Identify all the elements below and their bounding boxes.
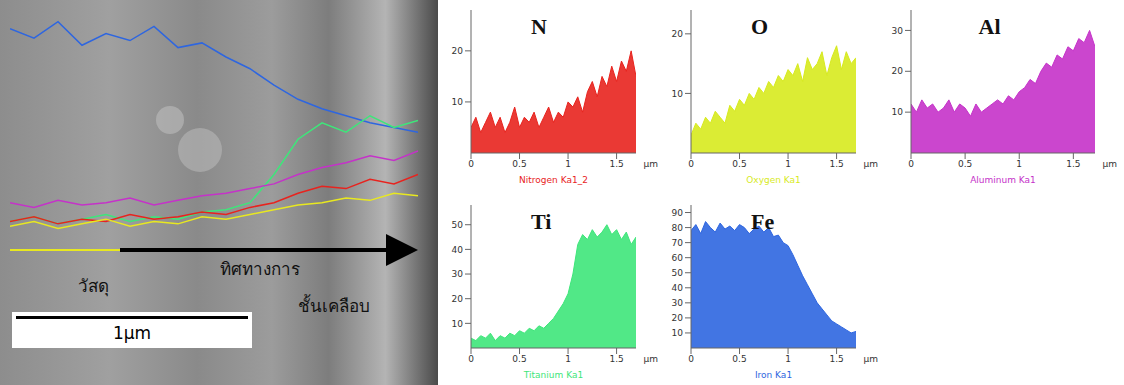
html-text:1µm: 1µm: [112, 323, 152, 343]
html-text:ชั้นเคลือบ: ชั้นเคลือบ: [298, 296, 370, 316]
svg-text:30: 30: [892, 26, 904, 36]
html-text:Fe: Fe: [751, 209, 775, 234]
svg-text:1.5: 1.5: [609, 159, 623, 169]
svg-text:Aluminum Ka1: Aluminum Ka1: [970, 175, 1036, 185]
svg-text:10: 10: [452, 97, 464, 107]
svg-text:40: 40: [672, 283, 684, 293]
html-text:µm: µm: [1102, 159, 1117, 169]
svg-text:0: 0: [688, 354, 694, 364]
html-text:วัสดุ: วัสดุ: [78, 276, 109, 296]
html-text:N: N: [531, 14, 547, 39]
svg-text:20: 20: [892, 66, 904, 76]
svg-text:0.5: 0.5: [732, 159, 746, 169]
svg-text:1.5: 1.5: [829, 354, 843, 364]
html-text:O: O: [751, 14, 769, 39]
svg-text:10: 10: [672, 89, 684, 99]
svg-text:0: 0: [468, 159, 474, 169]
svg-text:90: 90: [672, 208, 684, 218]
html-text:µm: µm: [863, 354, 878, 364]
html-text:µm: µm: [643, 354, 658, 364]
svg-text:0.5: 0.5: [958, 159, 972, 169]
svg-text:50: 50: [672, 268, 684, 278]
svg-text:0.5: 0.5: [512, 354, 526, 364]
svg-text:20: 20: [452, 46, 464, 56]
html-text:µm: µm: [643, 159, 658, 169]
svg-text:10: 10: [452, 319, 464, 329]
html-text:ทิศทางการ: ทิศทางการ: [220, 259, 300, 279]
svg-text:20: 20: [672, 29, 684, 39]
svg-text:Titanium Ka1: Titanium Ka1: [523, 370, 583, 380]
svg-text:20: 20: [452, 294, 464, 304]
svg-text:0.5: 0.5: [732, 354, 746, 364]
svg-text:1: 1: [785, 354, 791, 364]
svg-text:Oxygen Ka1: Oxygen Ka1: [746, 175, 801, 185]
svg-text:60: 60: [672, 253, 684, 263]
svg-text:10: 10: [672, 328, 684, 338]
svg-text:1: 1: [785, 159, 791, 169]
svg-text:1: 1: [565, 354, 571, 364]
svg-text:0: 0: [908, 159, 914, 169]
svg-text:1: 1: [1016, 159, 1022, 169]
html-text:Al: Al: [978, 14, 1001, 39]
svg-text:50: 50: [452, 220, 464, 230]
svg-text:Iron Ka1: Iron Ka1: [755, 370, 792, 380]
svg-text:20: 20: [672, 313, 684, 323]
html-text:µm: µm: [863, 159, 878, 169]
svg-text:30: 30: [672, 298, 684, 308]
svg-text:70: 70: [672, 238, 684, 248]
svg-text:0.5: 0.5: [512, 159, 526, 169]
svg-text:40: 40: [452, 245, 464, 255]
html-text:Ti: Ti: [531, 209, 552, 234]
svg-text:1.5: 1.5: [609, 354, 623, 364]
svg-text:10: 10: [892, 107, 904, 117]
svg-text:0: 0: [468, 354, 474, 364]
svg-text:80: 80: [672, 223, 684, 233]
svg-text:30: 30: [452, 269, 464, 279]
svg-text:Nitrogen Ka1_2: Nitrogen Ka1_2: [519, 175, 588, 185]
svg-text:1.5: 1.5: [829, 159, 843, 169]
svg-text:1: 1: [565, 159, 571, 169]
svg-text:1.5: 1.5: [1066, 159, 1080, 169]
svg-text:0: 0: [688, 159, 694, 169]
